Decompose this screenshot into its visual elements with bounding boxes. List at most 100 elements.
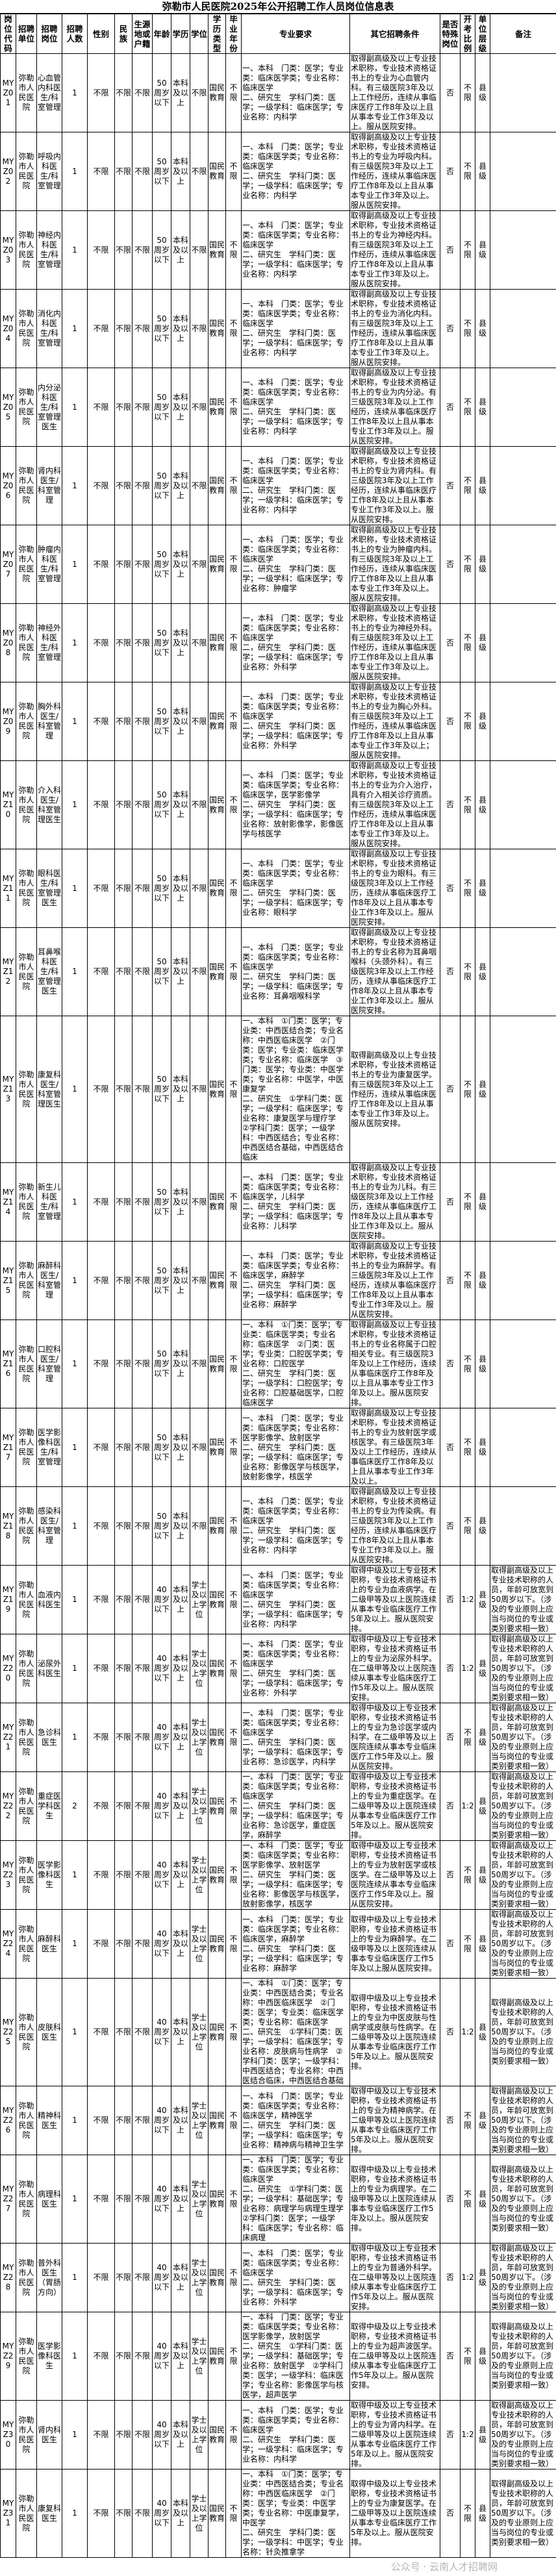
cell-post: 医学影像科医生 [37,1841,62,1910]
cell-age: 40周岁以下 [153,1703,171,1772]
cell-age: 50周岁以下 [153,849,171,928]
cell-education: 本科及以上 [171,1242,190,1320]
cell-age: 40周岁以下 [153,1566,171,1634]
cell-code: MYZ09 [1,682,16,761]
cell-count: 1 [62,1979,88,2086]
cell-special-post: 否 [440,1772,461,1841]
header-major-requirement: 专业要求 [242,14,350,54]
cell-count: 1 [62,1408,88,1487]
cell-code: MYZ14 [1,1163,16,1242]
cell-major-requirement: 一，本科 门类：医学；专业类：临床医学类；专业名称：临床医学 二，研究生 学科门… [242,604,350,682]
cell-education: 本科及以上 [171,1910,190,1979]
cell-age: 50周岁以下 [153,682,171,761]
cell-education-type: 国民教育 [208,54,226,132]
cell-count: 1 [62,2086,88,2155]
cell-gender: 不限 [88,132,115,211]
header-post: 招聘岗位 [37,14,62,54]
cell-unit-level: 县级 [475,2155,490,2244]
cell-ethnicity: 不限 [115,1910,133,1979]
cell-age: 50周岁以下 [153,604,171,682]
cell-other-conditions: 取得副高级及以上专业技术职称，专业技术资格证书上的专业名称为耳鼻咽喉科（头颈外科… [350,928,440,1016]
cell-special-post: 否 [440,604,461,682]
cell-unit-level: 县级 [475,1841,490,1910]
cell-post: 消化内科医生/科室管理 [37,290,62,368]
cell-major-requirement: 一、本科 门类：医学；专业类：临床医学类；专业名称：医学影像学，放射医学 二、研… [242,2312,350,2401]
cell-degree: 不限 [190,525,208,604]
cell-unit-level: 县级 [475,525,490,604]
cell-graduation-year: 不限 [226,761,242,849]
cell-age: 40周岁以下 [153,2470,171,2558]
cell-education: 本科及以上 [171,1566,190,1634]
cell-graduation-year: 不限 [226,1163,242,1242]
cell-remarks: 取得副高级及以上专业技术职称的人员，年龄可放宽到50周岁以下。（涉及的专业原则上… [490,2155,556,2244]
cell-unit: 弥勒市人民医院 [16,1841,37,1910]
cell-major-requirement: 一、本科 门类：医学；专业类：临床医学类；专业名称：临床医学 二、研究生 学科门… [242,525,350,604]
cell-ethnicity: 不限 [115,2401,133,2470]
cell-major-requirement: 一、本科 门类：医学；专业类：临床医学类；专业名称：临床医学，医学影像学 二、研… [242,761,350,849]
cell-other-conditions: 取得副高级及以上专业技术职称，专业技术资格证书上的专业为肾内科。有三级医院3年及… [350,447,440,525]
cell-education-type: 国民教育 [208,1163,226,1242]
cell-remarks [490,1163,556,1242]
cell-gender: 不限 [88,682,115,761]
cell-education: 本科及以上 [171,761,190,849]
cell-unit-level: 县级 [475,1910,490,1979]
cell-exam-ratio: 不限 [461,54,475,132]
header-hukou: 生源地或户籍 [133,14,153,54]
cell-remarks [490,761,556,849]
cell-unit-level: 县级 [475,761,490,849]
cell-major-requirement: 一、本科 门类：医学；专业类：临床医学类；专业名称：临床医学 二、研究生 学科门… [242,1487,350,1566]
cell-degree: 不限 [190,132,208,211]
cell-hukou: 不限 [133,290,153,368]
cell-ethnicity: 不限 [115,1016,133,1163]
cell-education: 本科及以上 [171,1772,190,1841]
cell-major-requirement: 一、本科 门类：医学；专业类：临床医学类；专业名称：临床医学 二、研究生 ①学科… [242,2155,350,2244]
cell-unit: 弥勒市人民医院 [16,1703,37,1772]
cell-post: 血液内科医生 [37,1566,62,1634]
cell-gender: 不限 [88,525,115,604]
cell-code: MYZ04 [1,290,16,368]
cell-ethnicity: 不限 [115,682,133,761]
cell-count: 1 [62,1703,88,1772]
cell-unit: 弥勒市人民医院 [16,2312,37,2401]
cell-remarks: 取得副高级及以上专业技术职称的人员，年龄可放宽到50周岁以下。（涉及的专业原则上… [490,2086,556,2155]
cell-unit-level: 县级 [475,1016,490,1163]
cell-major-requirement: 一、本科 门类：医学；专业类：临床医学类；专业名称：临床医学，麻醉学 二、研究生… [242,1910,350,1979]
cell-education: 本科及以上 [171,1487,190,1566]
cell-graduation-year: 不限 [226,1016,242,1163]
cell-unit-level: 县级 [475,132,490,211]
cell-ethnicity: 不限 [115,2244,133,2312]
cell-unit: 弥勒市人民医院 [16,2470,37,2558]
cell-other-conditions: 取得副高级及以上专业技术职称，专业技术资格证书上的专业为呼吸内科。有三级医院3年… [350,132,440,211]
cell-ethnicity: 不限 [115,1566,133,1634]
cell-age: 50周岁以下 [153,525,171,604]
cell-hukou: 不限 [133,1016,153,1163]
cell-education-type: 国民教育 [208,447,226,525]
cell-major-requirement: 一、本科 门类：医学；专业类：临床医学类；专业名称：临床医学 二、研究生 学科门… [242,447,350,525]
cell-post: 普外科医生（胃肠方向） [37,2244,62,2312]
cell-post: 耳鼻喉科医生/科室管理医生 [37,928,62,1016]
cell-age: 50周岁以下 [153,928,171,1016]
cell-hukou: 不限 [133,2086,153,2155]
cell-other-conditions: 取得中级及以上专业技术职称，专业技术资格证书上的专业为超声波医学。在二级甲等及以… [350,2312,440,2401]
cell-education: 本科及以上 [171,447,190,525]
table-header-row: 岗位代码招聘单位招聘岗位招聘人数性别民族生源地或户籍年龄学历学位学历类型毕业年份… [1,14,556,54]
cell-unit-level: 县级 [475,604,490,682]
cell-exam-ratio: 1:2 [461,1566,475,1634]
cell-unit: 弥勒市人民医院 [16,1772,37,1841]
cell-count: 1 [62,2244,88,2312]
header-special-post: 是否特殊岗位 [440,14,461,54]
cell-hukou: 不限 [133,525,153,604]
cell-count: 1 [62,132,88,211]
cell-code: MYZ15 [1,1242,16,1320]
cell-post: 医学影像科医生/科室管理 [37,1408,62,1487]
cell-remarks [490,1487,556,1566]
cell-graduation-year: 不限 [226,1979,242,2086]
